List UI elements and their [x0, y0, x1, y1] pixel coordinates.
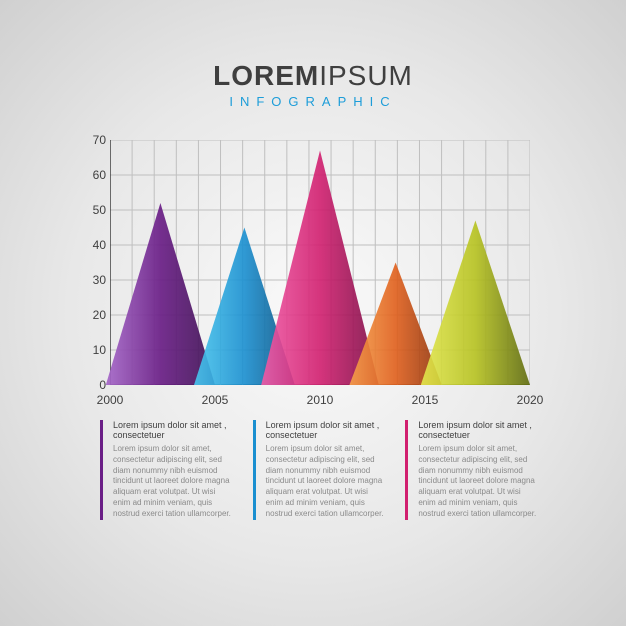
header: LOREMIPSUM INFOGRAPHIC [0, 0, 626, 109]
peak-2010 [261, 151, 379, 386]
x-tick-label: 2015 [412, 393, 439, 407]
x-tick-label: 2005 [202, 393, 229, 407]
peak-2018 [421, 221, 530, 386]
y-tick-label: 10 [80, 343, 106, 357]
y-tick-label: 50 [80, 203, 106, 217]
legend-column: Lorem ipsum dolor sit amet , consectetue… [253, 420, 388, 520]
y-tick-label: 60 [80, 168, 106, 182]
y-tick-label: 30 [80, 273, 106, 287]
title-light: IPSUM [319, 60, 413, 91]
peak-2002 [106, 203, 215, 385]
legend: Lorem ipsum dolor sit amet , consectetue… [100, 420, 540, 520]
legend-body: Lorem ipsum dolor sit amet, consectetur … [266, 444, 388, 520]
legend-body: Lorem ipsum dolor sit amet, consectetur … [113, 444, 235, 520]
legend-body: Lorem ipsum dolor sit amet, consectetur … [418, 444, 540, 520]
x-tick-label: 2020 [517, 393, 544, 407]
y-tick-label: 40 [80, 238, 106, 252]
chart-peaks [110, 140, 530, 385]
y-tick-label: 0 [80, 378, 106, 392]
page-title: LOREMIPSUM [0, 60, 626, 92]
x-tick-label: 2010 [307, 393, 334, 407]
legend-column: Lorem ipsum dolor sit amet , consectetue… [100, 420, 235, 520]
page-subtitle: INFOGRAPHIC [0, 94, 626, 109]
x-axis-labels: 20002005201020152020 [110, 385, 530, 409]
chart: 010203040506070 20002005201020152020 [110, 140, 530, 385]
x-tick-label: 2000 [97, 393, 124, 407]
y-tick-label: 20 [80, 308, 106, 322]
legend-title: Lorem ipsum dolor sit amet , consectetue… [113, 420, 235, 440]
y-axis-labels: 010203040506070 [80, 140, 106, 385]
y-tick-label: 70 [80, 133, 106, 147]
legend-column: Lorem ipsum dolor sit amet , consectetue… [405, 420, 540, 520]
title-bold: LOREM [213, 60, 319, 91]
legend-title: Lorem ipsum dolor sit amet , consectetue… [266, 420, 388, 440]
legend-title: Lorem ipsum dolor sit amet , consectetue… [418, 420, 540, 440]
